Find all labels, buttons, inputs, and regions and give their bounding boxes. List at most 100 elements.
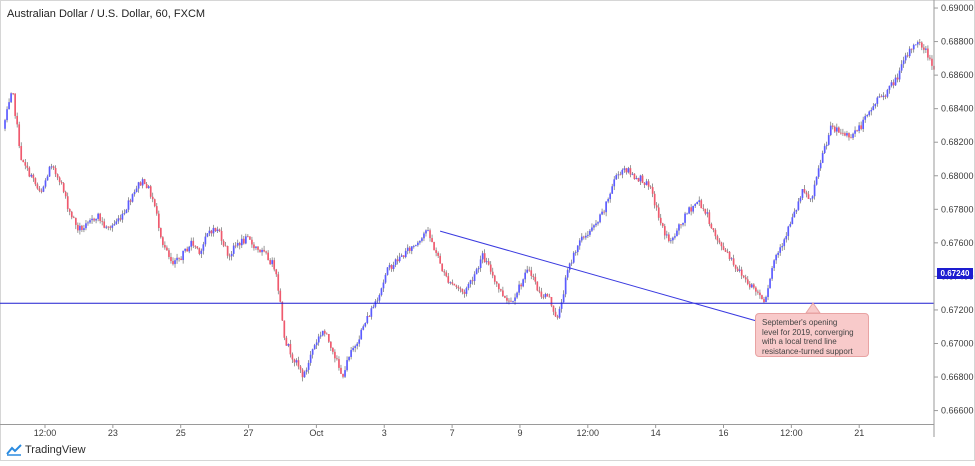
candle [771, 268, 773, 279]
candle [307, 362, 310, 370]
candle [479, 259, 482, 268]
candle [908, 48, 911, 57]
candle [880, 96, 883, 98]
candle [89, 220, 91, 223]
candle [85, 223, 87, 229]
candle [704, 208, 707, 214]
candle [759, 292, 761, 296]
candle [382, 282, 385, 289]
candle [617, 174, 620, 176]
candle [186, 248, 189, 252]
candle [435, 250, 437, 253]
candle [663, 226, 666, 236]
candle [228, 255, 231, 257]
candle [753, 284, 755, 288]
candle [621, 169, 624, 175]
candle [74, 217, 77, 225]
candle [846, 133, 848, 136]
candle [423, 233, 425, 239]
y-tick-label: 0.69000 [941, 3, 974, 13]
y-axis: 0.69000 0.68800 0.68600 0.68400 0.68200 0.680… [933, 0, 974, 437]
candle [491, 271, 494, 276]
candle [927, 48, 929, 58]
tradingview-brand[interactable]: TradingView [6, 444, 86, 456]
candle [929, 57, 931, 59]
candle [66, 196, 69, 210]
candle [852, 133, 854, 138]
candle [334, 351, 336, 359]
candle [761, 295, 763, 300]
candle [408, 247, 411, 251]
candle [546, 294, 549, 297]
candle [374, 301, 377, 307]
candle [457, 286, 460, 289]
candle [200, 250, 203, 254]
candle [265, 251, 267, 253]
candle [44, 180, 47, 187]
candle [455, 285, 458, 287]
candle [487, 261, 490, 265]
candle [508, 300, 510, 302]
candle [801, 189, 804, 198]
candle [842, 132, 844, 134]
candle [218, 229, 221, 231]
candle [281, 301, 284, 321]
candle [544, 294, 547, 298]
candle [556, 316, 559, 318]
candle [886, 89, 889, 97]
candle [502, 290, 504, 296]
x-tick-label: 27 [244, 428, 254, 438]
candle [692, 205, 694, 212]
candle [750, 284, 753, 288]
candle [285, 337, 288, 346]
candle [793, 211, 796, 218]
candle [736, 268, 739, 271]
candle [178, 257, 180, 259]
candle [358, 339, 361, 344]
candle [226, 246, 229, 256]
candle [672, 237, 674, 241]
candle [155, 206, 158, 214]
candle [425, 230, 427, 234]
candle [305, 369, 308, 372]
candle [115, 221, 118, 225]
y-tick-label: 0.67200 [941, 305, 974, 315]
candle [48, 166, 51, 177]
candle [107, 226, 110, 228]
candle [38, 188, 41, 191]
candle [22, 160, 25, 163]
candle [384, 274, 387, 283]
candle [495, 281, 498, 284]
candle [504, 295, 506, 298]
candle [145, 184, 148, 189]
candle [914, 44, 917, 46]
candle [688, 207, 690, 214]
candle [204, 236, 207, 245]
candle [848, 133, 850, 138]
candle [833, 126, 836, 132]
candle [884, 95, 887, 97]
candle [700, 200, 703, 209]
candle [364, 322, 367, 327]
candle [548, 296, 551, 298]
candle [603, 211, 605, 213]
y-tick-label: 0.67800 [941, 204, 974, 214]
x-tick-label: 3 [382, 428, 387, 438]
candle [157, 213, 160, 229]
candle [230, 253, 233, 257]
candle [271, 260, 274, 265]
candle [431, 238, 433, 243]
candle [18, 124, 21, 147]
candle [95, 218, 97, 221]
candle [898, 70, 901, 80]
candle [550, 296, 553, 306]
candle [412, 246, 415, 247]
candle [394, 259, 397, 265]
candle [825, 144, 828, 147]
candle [627, 168, 630, 173]
candle [686, 213, 688, 215]
candle [633, 173, 636, 180]
candle [97, 213, 99, 219]
